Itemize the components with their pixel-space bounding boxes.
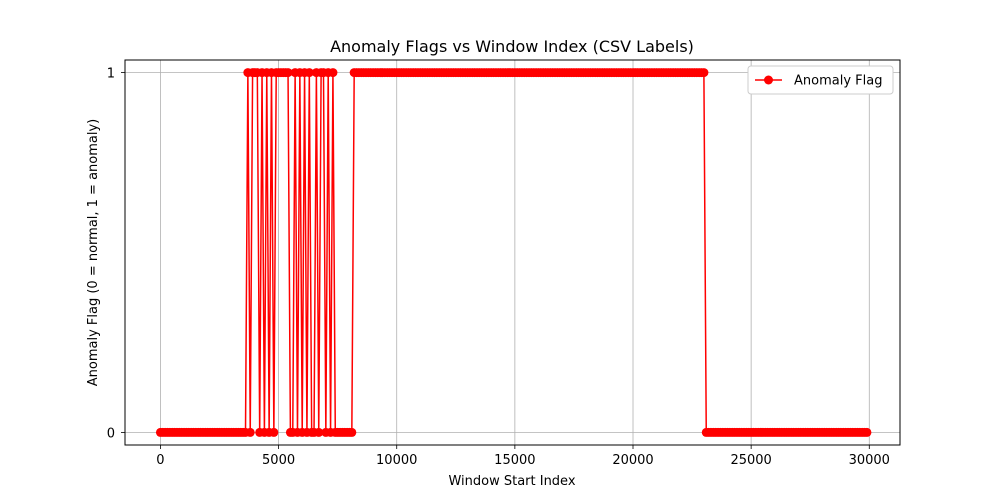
x-tick-label: 0 (156, 453, 164, 468)
x-grid-lines (160, 60, 870, 445)
x-tick-label: 5000 (262, 453, 295, 468)
data-point (304, 68, 314, 78)
y-axis-label: Anomaly Flag (0 = normal, 1 = anomaly) (86, 119, 101, 387)
data-point (269, 427, 279, 437)
anomaly-series (155, 68, 872, 437)
chart-title: Anomaly Flags vs Window Index (CSV Label… (330, 37, 694, 56)
x-ticks: 0 5000 10000 15000 20000 25000 30000 (156, 445, 890, 468)
data-point (862, 427, 872, 437)
data-point (245, 427, 255, 437)
data-point (699, 68, 709, 78)
legend-marker-sample (764, 75, 773, 85)
legend-entry-anomaly-flag: Anomaly Flag (794, 74, 882, 89)
legend-box (747, 65, 894, 95)
data-point (328, 68, 338, 78)
y-ticks: 01 (107, 67, 125, 441)
x-tick-label: 15000 (494, 453, 535, 468)
plot-frame (124, 59, 901, 446)
data-point (314, 427, 324, 437)
legend: Anomaly Flag (747, 65, 894, 95)
y-tick-label: 0 (107, 426, 115, 441)
data-point (347, 427, 357, 437)
y-tick-label: 1 (107, 67, 115, 82)
x-tick-label: 10000 (376, 453, 417, 468)
x-axis-label: Window Start Index (448, 474, 575, 489)
x-tick-label: 25000 (730, 453, 771, 468)
x-tick-label: 30000 (849, 453, 890, 468)
x-tick-label: 20000 (612, 453, 653, 468)
data-point (283, 68, 293, 78)
